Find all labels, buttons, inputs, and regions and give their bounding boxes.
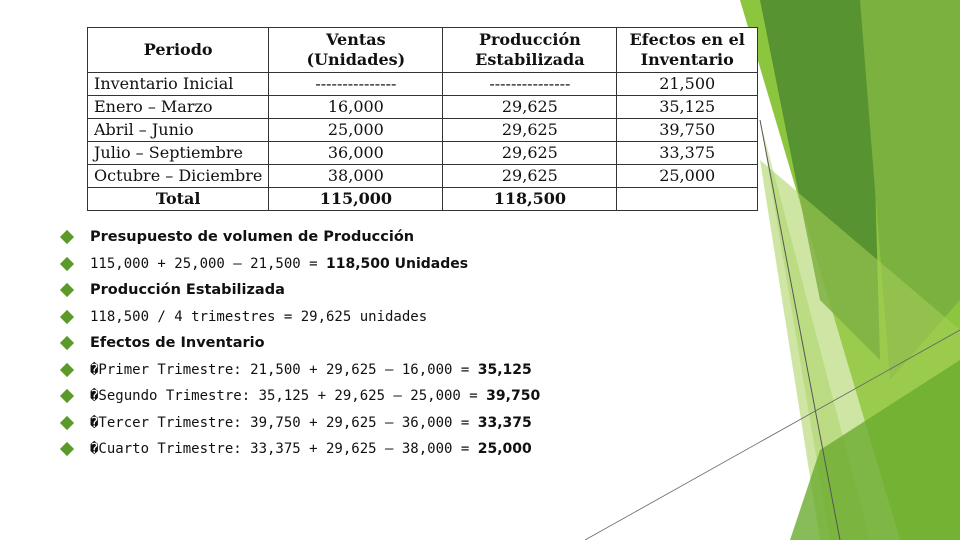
table-row: Octubre – Diciembre 38,000 29,625 25,000 xyxy=(86,164,758,188)
cell-produccion: 29,625 xyxy=(442,164,618,188)
diamond-bullet-icon xyxy=(59,256,75,271)
diamond-bullet-icon xyxy=(59,389,75,404)
list-item: Presupuesto de volumen de Producción xyxy=(59,224,540,251)
list-item: Producción Estabilizada xyxy=(59,277,540,304)
bullet-formula: �Primer Trimestre: 21,500 + 29,625 – 16,… xyxy=(90,362,532,378)
bullet-heading: Presupuesto de volumen de Producción xyxy=(90,229,415,246)
diamond-bullet-icon xyxy=(59,283,75,298)
table-row: Abril – Junio 25,000 29,625 39,750 xyxy=(86,118,758,142)
cell-ventas: --------------- xyxy=(268,72,444,96)
bullet-list: Presupuesto de volumen de Producción 115… xyxy=(59,224,540,463)
cell-ventas: 25,000 xyxy=(268,118,444,142)
cell-efectos: 25,000 xyxy=(616,164,758,188)
table-total-row: Total 115,000 118,500 xyxy=(86,187,758,211)
cell-efectos: 39,750 xyxy=(616,118,758,142)
formula-text: �Segundo Trimestre: 35,125 + 29,625 – 25… xyxy=(90,388,487,405)
cell-produccion: 29,625 xyxy=(442,95,618,119)
cell-total-efectos xyxy=(616,187,758,211)
diamond-bullet-icon xyxy=(59,336,75,351)
header-ventas: Ventas (Unidades) xyxy=(268,27,444,73)
list-item: �Tercer Trimestre: 39,750 + 29,625 – 36,… xyxy=(59,410,540,437)
bullet-formula: 118,500 / 4 trimestres = 29,625 unidades xyxy=(90,308,428,325)
list-item: Efectos de Inventario xyxy=(59,330,540,357)
formula-text: �Primer Trimestre: 21,500 + 29,625 – 16,… xyxy=(90,361,478,378)
table-row: Enero – Marzo 16,000 29,625 35,125 xyxy=(86,95,758,119)
cell-efectos: 33,375 xyxy=(616,141,758,165)
formula-text: �Cuarto Trimestre: 33,375 + 29,625 – 38,… xyxy=(90,441,478,458)
cell-periodo: Inventario Inicial xyxy=(86,72,270,96)
bullet-formula: �Cuarto Trimestre: 33,375 + 29,625 – 38,… xyxy=(90,441,532,457)
formula-result: 25,000 xyxy=(477,441,532,458)
bullet-formula: �Segundo Trimestre: 35,125 + 29,625 – 25… xyxy=(90,388,540,404)
list-item: 118,500 / 4 trimestres = 29,625 unidades xyxy=(59,304,540,331)
cell-total-produccion: 118,500 xyxy=(442,187,618,211)
header-ventas-text: Ventas (Unidades) xyxy=(306,30,406,69)
diamond-bullet-icon xyxy=(59,415,75,430)
list-item: �Cuarto Trimestre: 33,375 + 29,625 – 38,… xyxy=(59,436,540,463)
diamond-bullet-icon xyxy=(59,230,75,245)
cell-efectos: 35,125 xyxy=(616,95,758,119)
cell-efectos: 21,500 xyxy=(616,72,758,96)
list-item: 115,000 + 25,000 – 21,500 = 118,500 Unid… xyxy=(59,251,540,278)
header-efectos-text: Efectos en el Inventario xyxy=(629,30,745,69)
cell-ventas: 36,000 xyxy=(268,141,444,165)
header-periodo: Periodo xyxy=(86,27,270,73)
formula-result: 33,375 xyxy=(477,414,532,431)
bullet-formula: 115,000 + 25,000 – 21,500 = 118,500 Unid… xyxy=(90,256,468,272)
diamond-bullet-icon xyxy=(59,362,75,377)
bullet-heading: Producción Estabilizada xyxy=(90,282,285,299)
diamond-bullet-icon xyxy=(59,309,75,324)
inventory-table: Periodo Ventas (Unidades) Producción Estab… xyxy=(86,27,758,211)
cell-periodo: Enero – Marzo xyxy=(86,95,270,119)
cell-ventas: 16,000 xyxy=(268,95,444,119)
cell-total-label: Total xyxy=(86,187,270,211)
formula-result: 39,750 xyxy=(486,388,541,405)
list-item: �Segundo Trimestre: 35,125 + 29,625 – 25… xyxy=(59,383,540,410)
header-efectos: Efectos en el Inventario xyxy=(616,27,758,73)
cell-total-ventas: 115,000 xyxy=(268,187,444,211)
cell-produccion: 29,625 xyxy=(442,141,618,165)
cell-produccion: --------------- xyxy=(442,72,618,96)
cell-periodo: Julio – Septiembre xyxy=(86,141,270,165)
cell-periodo: Abril – Junio xyxy=(86,118,270,142)
header-produccion: Producción Estabilizada xyxy=(442,27,618,73)
inventory-table-container: Periodo Ventas (Unidades) Producción Estab… xyxy=(86,27,758,211)
formula-text: 115,000 + 25,000 – 21,500 = xyxy=(90,255,327,272)
bullet-heading: Efectos de Inventario xyxy=(90,335,265,352)
cell-periodo: Octubre – Diciembre xyxy=(86,164,270,188)
formula-result: 35,125 xyxy=(477,361,532,378)
bullet-formula: �Tercer Trimestre: 39,750 + 29,625 – 36,… xyxy=(90,415,532,431)
table-header-row: Periodo Ventas (Unidades) Producción Estab… xyxy=(86,27,758,73)
formula-result: 118,500 Unidades xyxy=(326,255,469,272)
cell-produccion: 29,625 xyxy=(442,118,618,142)
diamond-bullet-icon xyxy=(59,442,75,457)
header-produccion-text: Producción Estabilizada xyxy=(475,30,585,69)
table-row: Inventario Inicial --------------- -----… xyxy=(86,72,758,96)
cell-ventas: 38,000 xyxy=(268,164,444,188)
formula-text: �Tercer Trimestre: 39,750 + 29,625 – 36,… xyxy=(90,414,478,431)
list-item: �Primer Trimestre: 21,500 + 29,625 – 16,… xyxy=(59,357,540,384)
table-row: Julio – Septiembre 36,000 29,625 33,375 xyxy=(86,141,758,165)
